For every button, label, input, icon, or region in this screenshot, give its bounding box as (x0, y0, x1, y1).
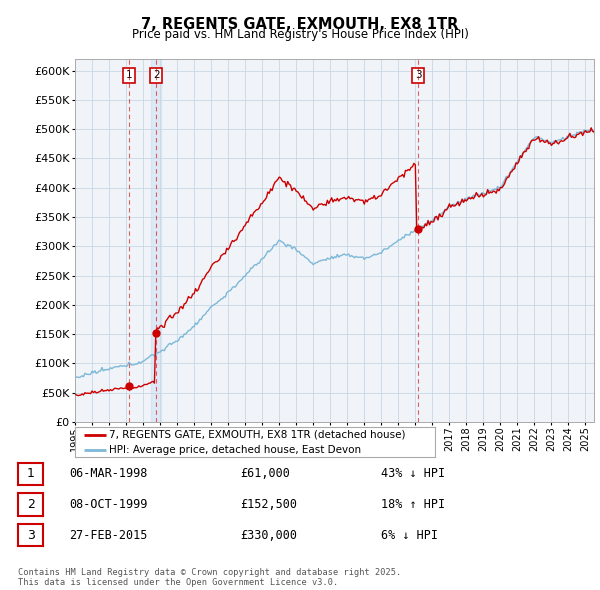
Text: 1: 1 (126, 70, 133, 80)
Text: 2: 2 (153, 70, 160, 80)
Text: Price paid vs. HM Land Registry's House Price Index (HPI): Price paid vs. HM Land Registry's House … (131, 28, 469, 41)
Text: 1: 1 (26, 467, 35, 480)
Text: 3: 3 (415, 70, 421, 80)
Bar (151, 59, 161, 422)
Text: 27-FEB-2015: 27-FEB-2015 (69, 529, 148, 542)
Text: 06-MAR-1998: 06-MAR-1998 (69, 467, 148, 480)
Text: Contains HM Land Registry data © Crown copyright and database right 2025.
This d: Contains HM Land Registry data © Crown c… (18, 568, 401, 587)
Text: 18% ↑ HPI: 18% ↑ HPI (381, 498, 445, 511)
Text: 6% ↓ HPI: 6% ↓ HPI (381, 529, 438, 542)
Text: 43% ↓ HPI: 43% ↓ HPI (381, 467, 445, 480)
Text: 2: 2 (26, 498, 35, 511)
Text: 3: 3 (26, 529, 35, 542)
Text: 7, REGENTS GATE, EXMOUTH, EX8 1TR: 7, REGENTS GATE, EXMOUTH, EX8 1TR (142, 17, 458, 31)
Text: £330,000: £330,000 (240, 529, 297, 542)
Text: £61,000: £61,000 (240, 467, 290, 480)
Text: 08-OCT-1999: 08-OCT-1999 (69, 498, 148, 511)
Text: £152,500: £152,500 (240, 498, 297, 511)
Text: HPI: Average price, detached house, East Devon: HPI: Average price, detached house, East… (109, 445, 361, 454)
Text: 7, REGENTS GATE, EXMOUTH, EX8 1TR (detached house): 7, REGENTS GATE, EXMOUTH, EX8 1TR (detac… (109, 430, 406, 440)
